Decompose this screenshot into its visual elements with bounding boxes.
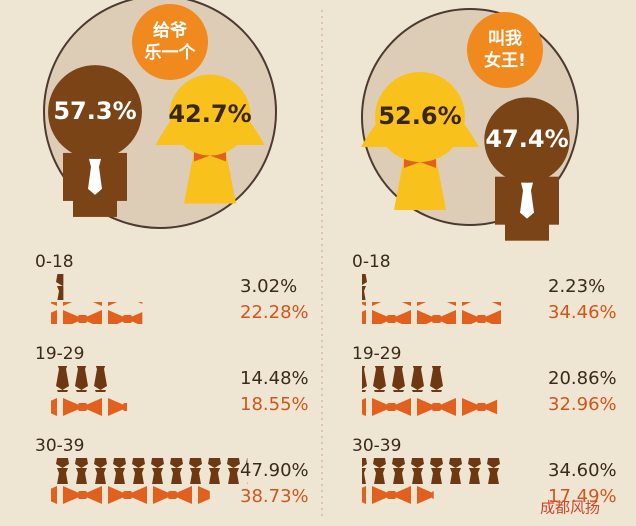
- tie-bar: [51, 274, 64, 300]
- age-label: 19-29: [352, 344, 401, 364]
- tie: [88, 158, 102, 195]
- tie-bar: [362, 366, 448, 392]
- tie-bar: [51, 458, 248, 484]
- share-label: 42.7%: [168, 100, 251, 128]
- age-label: 30-39: [35, 436, 84, 456]
- age-label: 0-18: [352, 252, 391, 272]
- badge: [132, 4, 208, 80]
- value-label: 14.48%: [240, 368, 309, 389]
- head: [48, 65, 142, 159]
- dress: [184, 151, 236, 204]
- dress: [394, 157, 446, 210]
- badge-text: 给爷: [153, 20, 188, 41]
- badge-text: 女王!: [484, 50, 526, 71]
- tie-bar: [362, 274, 372, 300]
- watermark: 成都风扬: [540, 499, 600, 517]
- bow-bar: [51, 394, 128, 416]
- head: [375, 72, 465, 162]
- value-label: 34.46%: [548, 302, 617, 323]
- value-label: 38.73%: [240, 486, 309, 507]
- share-label: 52.6%: [378, 102, 461, 130]
- value-label: 32.96%: [548, 394, 617, 415]
- bow-bar: [362, 302, 504, 324]
- value-label: 20.86%: [548, 368, 617, 389]
- bow-bar: [362, 486, 434, 508]
- age-label: 19-29: [35, 344, 84, 364]
- badge-text: 乐一个: [145, 42, 197, 63]
- value-label: 3.02%: [240, 276, 297, 297]
- legs: [505, 222, 549, 241]
- bow-bar: [51, 486, 210, 508]
- badge-text: 叫我: [488, 29, 522, 49]
- bow-bar: [362, 394, 498, 416]
- tie-bar: [51, 366, 111, 392]
- value-label: 18.55%: [240, 394, 309, 415]
- bow-bar: [51, 302, 143, 324]
- value-label: 47.90%: [240, 460, 309, 481]
- badge: [467, 12, 543, 88]
- age-label: 30-39: [352, 436, 401, 456]
- share-label: 47.4%: [485, 125, 568, 153]
- value-label: 2.23%: [548, 276, 605, 297]
- value-label: 17.49%: [548, 486, 617, 507]
- tie: [520, 182, 534, 219]
- tie-bar: [362, 458, 504, 484]
- head: [169, 74, 251, 156]
- share-label: 57.3%: [53, 97, 136, 125]
- legs: [73, 198, 117, 217]
- value-label: 34.60%: [548, 460, 617, 481]
- head: [484, 97, 570, 183]
- age-label: 0-18: [35, 252, 74, 272]
- value-label: 22.28%: [240, 302, 309, 323]
